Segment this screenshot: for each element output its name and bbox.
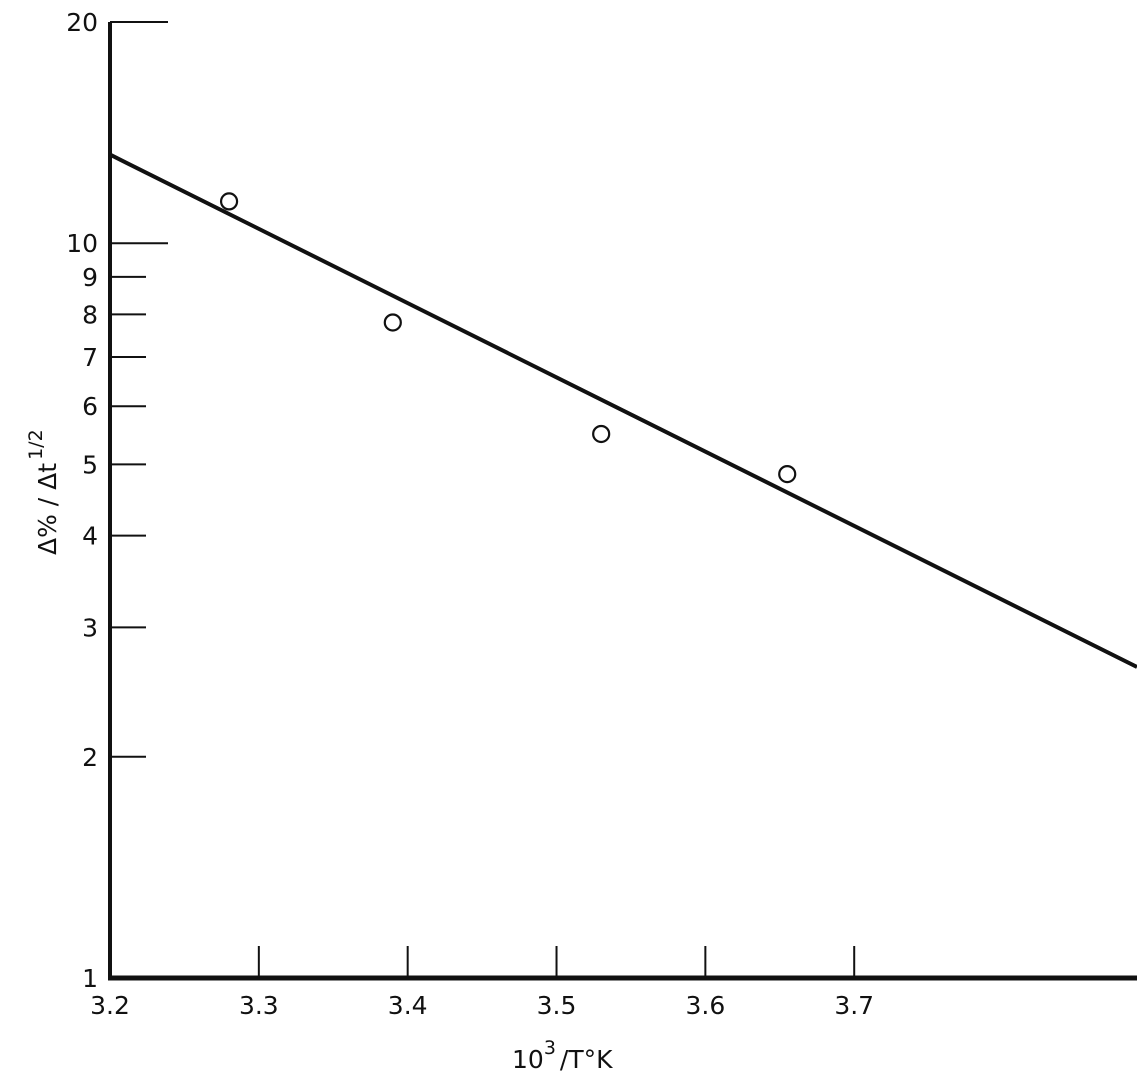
x-axis-title-sup: 3 bbox=[544, 1037, 556, 1059]
y-axis-title-sup: 1/2 bbox=[25, 429, 47, 460]
y-tick-label-2: 2 bbox=[82, 743, 98, 772]
x-tick-label-3.3: 3.3 bbox=[239, 991, 279, 1020]
x-axis-title: 103/T°K bbox=[512, 1037, 613, 1074]
x-tick-label-3.4: 3.4 bbox=[388, 991, 428, 1020]
y-tick-label-1: 1 bbox=[82, 964, 98, 993]
x-tick-label-3.7: 3.7 bbox=[834, 991, 874, 1020]
x-tick-label-3.6: 3.6 bbox=[685, 991, 725, 1020]
data-point-1 bbox=[219, 192, 239, 211]
marks bbox=[109, 152, 1137, 669]
y-tick-label-20: 20 bbox=[66, 8, 98, 37]
y-tick-label-7: 7 bbox=[82, 343, 98, 372]
x-tick-label-3.5: 3.5 bbox=[537, 991, 577, 1020]
y-tick-label-8: 8 bbox=[82, 300, 98, 329]
y-axis-title: Δ% / Δt 1/2 bbox=[25, 429, 62, 555]
y-tick-label-3: 3 bbox=[82, 613, 98, 642]
y-axis-title-main: Δ% / Δt bbox=[33, 463, 62, 555]
y-tick-label-5: 5 bbox=[82, 450, 98, 479]
labels: 103/T°K Δ% / Δt1/2 bbox=[25, 429, 613, 1074]
y-tick-label-9: 9 bbox=[82, 263, 98, 292]
data-point-4 bbox=[778, 465, 797, 484]
data-point-2 bbox=[383, 313, 402, 332]
y-tick-label-4: 4 bbox=[82, 522, 98, 551]
x-axis-title-base: 10 bbox=[512, 1045, 544, 1074]
x-axis-title-rest: /T°K bbox=[560, 1045, 613, 1074]
axes: 1 2 3 4 5 6 7 8 9 10 20 3.2 3.3 3.4 3.5 3.6 3.7 bbox=[66, 8, 1137, 1020]
y-tick-label-10: 10 bbox=[66, 229, 98, 258]
x-tick-label-3.2: 3.2 bbox=[90, 991, 130, 1020]
y-tick-label-6: 6 bbox=[82, 392, 98, 421]
data-point-3 bbox=[592, 424, 611, 444]
fit-line bbox=[109, 152, 1137, 669]
